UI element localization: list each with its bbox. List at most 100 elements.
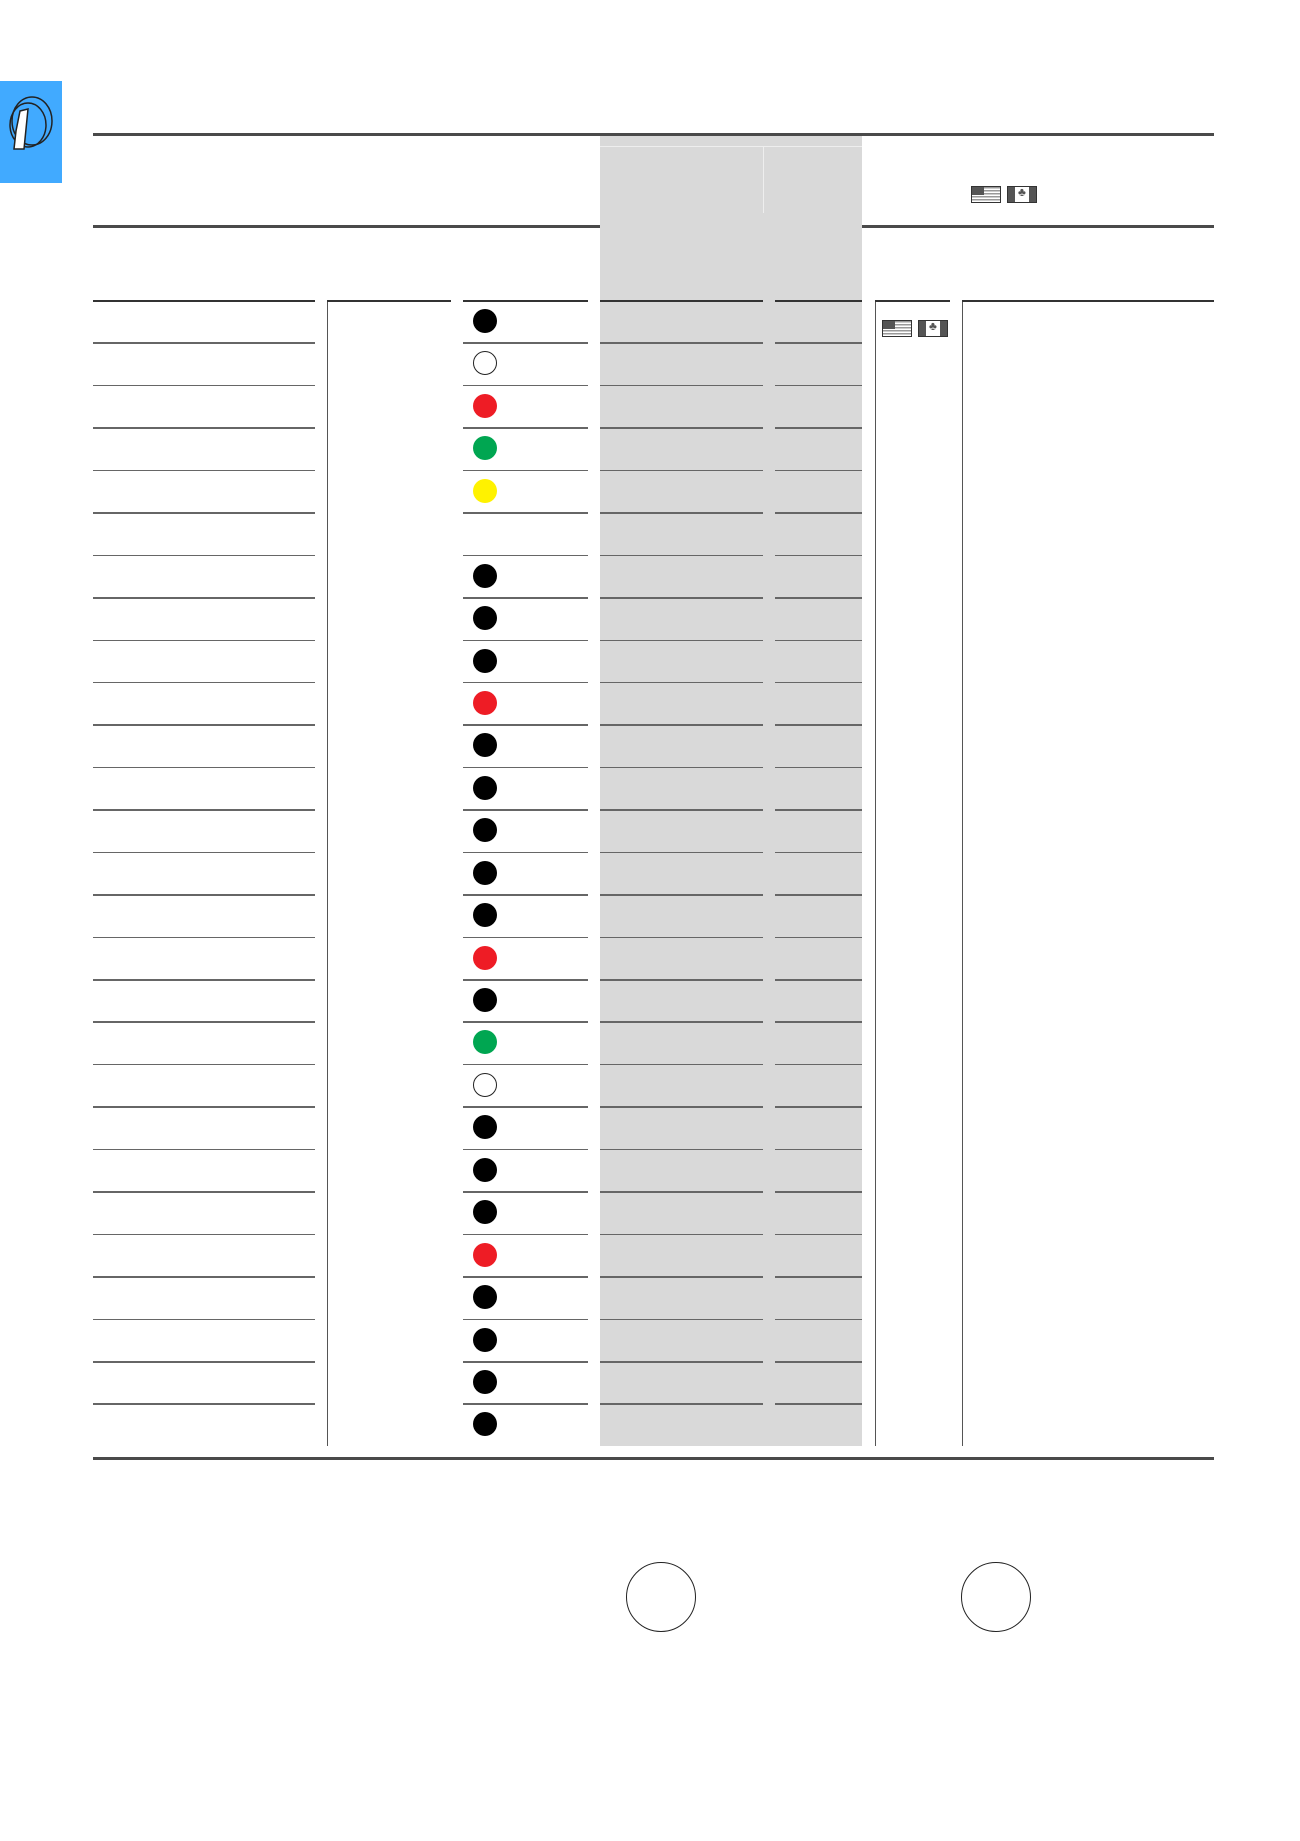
row-line [600,1233,763,1236]
row-line [600,1191,763,1193]
row-line [463,1318,588,1321]
row-line [600,1063,763,1066]
black-color-dot [473,1285,497,1310]
row-line [463,469,588,472]
black-color-dot [473,988,497,1013]
row-line [775,894,862,896]
row-line [600,469,763,472]
row-line [775,1021,862,1023]
row-line [463,1021,588,1023]
row-line [93,851,315,854]
row-line [463,300,588,302]
side-tab [0,81,62,183]
row-line [463,1361,588,1363]
row-line [775,384,862,387]
row-line [600,1403,763,1405]
column-top-line [327,300,451,302]
row-line [775,1148,862,1151]
row-line [463,681,588,684]
row-line [600,342,763,344]
black-color-dot [473,1157,497,1182]
yellow-color-dot [473,478,497,503]
row-line [600,639,763,642]
row-line [463,1106,588,1108]
row-line [93,554,315,557]
row-line [775,1361,862,1363]
bottom-rule [93,1457,1214,1460]
row-line [463,1063,588,1066]
row-line [93,766,315,769]
black-color-dot [473,1115,497,1140]
row-line [93,512,315,514]
row-line [463,512,588,514]
black-color-dot [473,648,497,673]
row-line [93,1276,315,1278]
row-line [775,639,862,642]
row-line [463,979,588,981]
row-line [600,300,763,302]
row-line [93,809,315,811]
row-line [600,597,763,599]
row-line [775,851,862,854]
row-line [93,936,315,939]
row-line [775,597,862,599]
canada-flag-icon [918,319,948,337]
black-color-dot [473,818,497,843]
black-color-dot [473,733,497,758]
row-line [463,766,588,769]
shaded-header-divider [600,146,862,147]
row-line [93,384,315,387]
row-line [775,724,862,726]
header-flags [971,185,1037,203]
selector-switch-icon [9,96,53,150]
row-line [93,427,315,429]
row-line [463,1403,588,1405]
row-line [463,1148,588,1151]
row-line [775,512,862,514]
black-color-dot [473,1327,497,1352]
row-line [463,427,588,429]
row-line [775,300,862,302]
black-color-dot [473,1200,497,1225]
shaded-column [600,136,862,1446]
row-line [775,936,862,939]
canada-flag-icon [1007,185,1037,203]
row-line [775,1318,862,1321]
red-color-dot [473,945,497,970]
white-color-dot [473,1072,497,1097]
red-color-dot [473,1242,497,1267]
row-line [600,1318,763,1321]
row-line [463,342,588,344]
row-line [600,512,763,514]
row-line [600,427,763,429]
row-line [93,1021,315,1023]
footer-circle [961,1562,1031,1632]
row-line [775,681,862,684]
row-line [93,979,315,981]
row-line [463,1233,588,1236]
row-line [775,1106,862,1108]
row-line [600,1021,763,1023]
row-line [463,1191,588,1193]
row-line [775,979,862,981]
row-line [93,597,315,599]
column-divider [962,300,963,1446]
row-flags [882,319,948,337]
row-line [93,1318,315,1321]
green-color-dot [473,436,497,461]
black-color-dot [473,1412,497,1437]
row-line [463,1276,588,1278]
row-line [775,1403,862,1405]
row-line [600,936,763,939]
column-divider [327,300,328,1446]
us-flag-icon [882,320,912,337]
row-line [93,1233,315,1236]
row-line [600,809,763,811]
row-line [463,597,588,599]
row-line [463,936,588,939]
row-line [463,809,588,811]
row-line [93,1361,315,1363]
black-color-dot [473,563,497,588]
row-line [775,1191,862,1193]
row-line [775,554,862,557]
